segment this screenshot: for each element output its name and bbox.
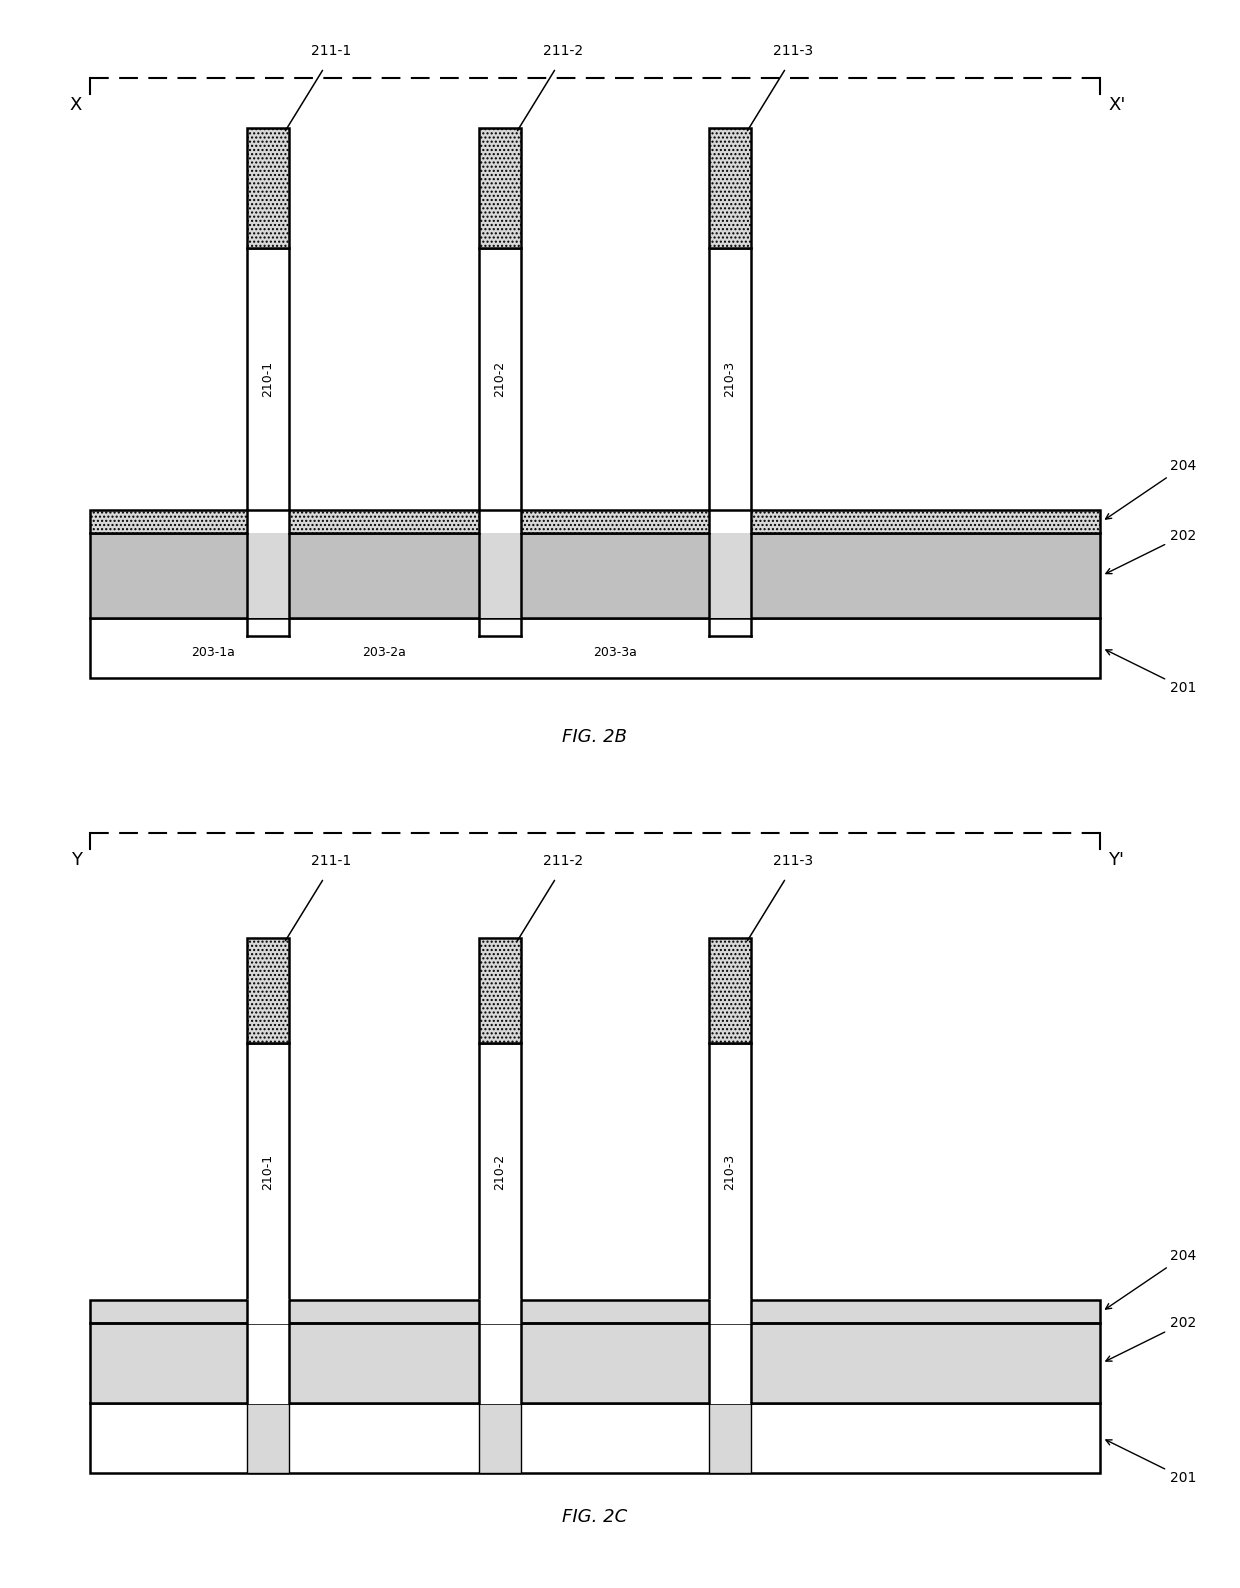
Bar — [521, 1323, 709, 1404]
Bar — [289, 1323, 479, 1404]
Text: 210-2: 210-2 — [494, 360, 506, 397]
Bar — [91, 1323, 1100, 1404]
Bar — [479, 1404, 521, 1474]
Text: 210-2: 210-2 — [494, 1153, 506, 1189]
Text: 203-1a: 203-1a — [191, 646, 236, 659]
Bar — [479, 129, 521, 248]
Text: 210-1: 210-1 — [262, 1153, 274, 1189]
Text: FIG. 2C: FIG. 2C — [563, 1509, 627, 1526]
Bar — [479, 1043, 521, 1301]
Text: 211-2: 211-2 — [543, 854, 583, 869]
Text: 211-2: 211-2 — [543, 44, 583, 59]
Bar — [709, 1043, 751, 1301]
Text: 211-1: 211-1 — [311, 44, 351, 59]
Bar — [751, 1301, 1100, 1323]
Bar — [479, 939, 521, 1043]
Text: X: X — [69, 95, 82, 114]
Bar — [247, 532, 289, 618]
Text: 204: 204 — [1106, 1250, 1197, 1309]
Bar — [91, 1404, 1100, 1474]
Text: FIG. 2B: FIG. 2B — [563, 727, 627, 746]
Bar — [247, 248, 289, 510]
Text: 210-3: 210-3 — [723, 1153, 737, 1189]
Bar — [91, 1301, 247, 1323]
Bar — [247, 510, 289, 534]
Bar — [479, 1321, 521, 1404]
Text: 211-3: 211-3 — [773, 854, 813, 869]
Text: 203-3a: 203-3a — [593, 646, 637, 659]
Text: 201: 201 — [1106, 649, 1197, 696]
Bar — [479, 510, 521, 534]
Text: 204: 204 — [1106, 459, 1197, 519]
Bar — [91, 1301, 1100, 1323]
Text: 211-1: 211-1 — [311, 854, 351, 869]
Bar — [709, 532, 751, 618]
Bar — [247, 1299, 289, 1324]
Bar — [751, 1323, 1100, 1404]
Bar — [91, 618, 1100, 678]
Bar — [479, 532, 521, 618]
Bar — [479, 248, 521, 510]
Bar — [247, 1321, 289, 1404]
Bar — [709, 129, 751, 248]
Bar — [91, 534, 1100, 618]
Bar — [247, 1404, 289, 1474]
Bar — [709, 939, 751, 1043]
Text: 211-3: 211-3 — [773, 44, 813, 59]
Bar — [709, 1299, 751, 1324]
Bar — [709, 510, 751, 534]
Text: X': X' — [1109, 95, 1126, 114]
Bar — [91, 1323, 247, 1404]
Text: 201: 201 — [1106, 1440, 1197, 1485]
Text: 210-3: 210-3 — [723, 360, 737, 397]
Bar — [709, 248, 751, 510]
Bar — [709, 1321, 751, 1404]
Bar — [247, 939, 289, 1043]
Bar — [521, 1301, 709, 1323]
Bar — [479, 618, 521, 637]
Text: 203-2a: 203-2a — [362, 646, 405, 659]
Bar — [479, 1299, 521, 1324]
Bar — [247, 129, 289, 248]
Text: Y: Y — [71, 851, 82, 869]
Bar — [91, 510, 1100, 534]
Bar — [289, 1301, 479, 1323]
Bar — [247, 1043, 289, 1301]
Text: Y': Y' — [1109, 851, 1123, 869]
Text: 202: 202 — [1106, 1316, 1197, 1361]
Bar — [709, 618, 751, 637]
Text: 202: 202 — [1106, 529, 1197, 573]
Bar — [709, 1404, 751, 1474]
Bar — [247, 618, 289, 637]
Text: 210-1: 210-1 — [262, 360, 274, 397]
